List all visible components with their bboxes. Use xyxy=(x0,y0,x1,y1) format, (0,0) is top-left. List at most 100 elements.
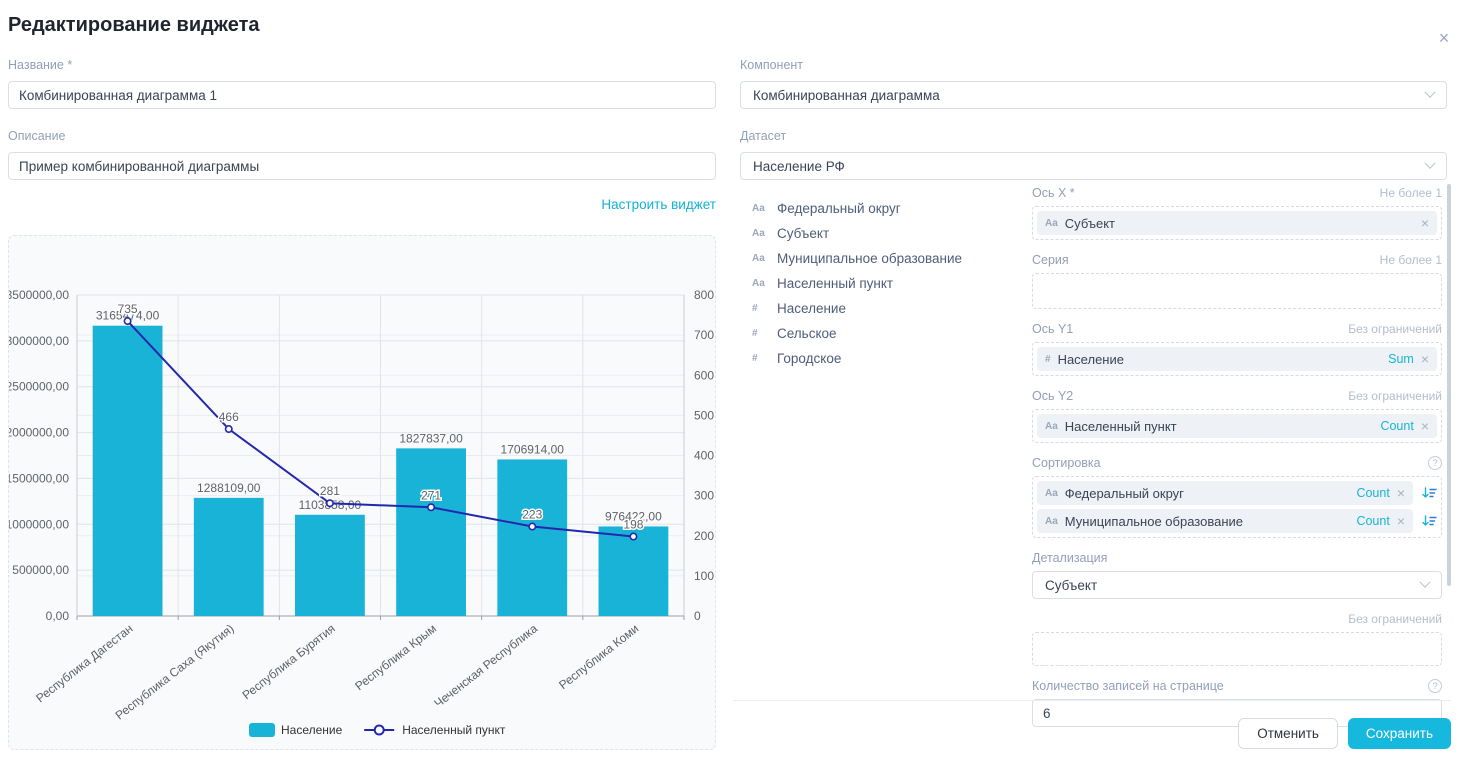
limit-hint: Без ограничений xyxy=(1348,612,1442,626)
remove-chip-icon[interactable]: × xyxy=(1420,215,1429,231)
chevron-down-icon xyxy=(1424,86,1436,98)
svg-text:Республика Саха (Якутия): Республика Саха (Якутия) xyxy=(113,621,237,722)
dataset-select[interactable]: Население РФ xyxy=(740,152,1447,180)
svg-text:1827837,00: 1827837,00 xyxy=(399,431,463,445)
settings-column: Компонент Комбинированная диаграмма Дата… xyxy=(733,58,1451,749)
svg-text:1288109,00: 1288109,00 xyxy=(197,481,261,495)
chip-label: Муниципальное образование xyxy=(1064,513,1243,529)
series-dropzone[interactable] xyxy=(1032,273,1442,309)
save-button[interactable]: Сохранить xyxy=(1347,718,1451,749)
bar xyxy=(92,325,163,616)
help-icon[interactable]: ? xyxy=(1428,456,1442,470)
detail-label: Детализация xyxy=(1032,551,1108,565)
svg-text:223: 223 xyxy=(522,508,542,522)
field-name: Муниципальное образование xyxy=(777,251,963,266)
line-point xyxy=(224,425,233,434)
component-label: Компонент xyxy=(740,58,804,72)
x-axis-dropzone[interactable]: Aa Субъект × xyxy=(1032,206,1442,240)
axes-config-panel: Ось X * Не более 1 Aa Субъект × Серия Не… xyxy=(1032,186,1442,727)
dataset-field-item[interactable]: # Сельское xyxy=(752,321,1032,346)
series-label: Серия xyxy=(1032,253,1069,267)
dataset-field-item[interactable]: # Население xyxy=(752,296,1032,321)
chip-label: Население xyxy=(1057,351,1124,367)
limit-label-row: Без ограничений xyxy=(1032,612,1442,626)
y1-dropzone[interactable]: # Население Sum × xyxy=(1032,342,1442,376)
dataset-group: Датасет Население РФ xyxy=(740,129,1451,180)
aggregation-selector[interactable]: Count xyxy=(1380,419,1414,433)
y1-axis-label: Ось Y1 xyxy=(1032,322,1074,336)
chip-label: Федеральный округ xyxy=(1064,485,1184,501)
svg-text:0: 0 xyxy=(694,609,701,623)
svg-text:0,00: 0,00 xyxy=(46,609,70,623)
chart-legend xyxy=(249,723,395,737)
y2-dropzone[interactable]: Aa Населенный пункт Count × xyxy=(1032,409,1442,443)
configure-widget-row: Настроить виджет xyxy=(8,196,716,214)
cancel-button[interactable]: Отменить xyxy=(1238,718,1338,749)
y2-axis-label: Ось Y2 xyxy=(1032,389,1074,403)
description-label: Описание xyxy=(8,129,66,143)
dataset-field-item[interactable]: Aa Населенный пункт xyxy=(752,271,1032,296)
field-type-icon: # xyxy=(752,328,758,339)
component-select[interactable]: Комбинированная диаграмма xyxy=(740,81,1447,109)
svg-text:1000000,00: 1000000,00 xyxy=(9,517,69,531)
remove-chip-icon[interactable]: × xyxy=(1420,418,1429,434)
chevron-down-icon xyxy=(1419,576,1431,588)
svg-text:Республика Бурятия: Республика Бурятия xyxy=(240,621,338,702)
sort-order-icon[interactable] xyxy=(1421,513,1437,529)
remove-chip-icon[interactable]: × xyxy=(1396,485,1405,501)
detail-select[interactable]: Субъект xyxy=(1032,571,1442,599)
svg-text:2500000,00: 2500000,00 xyxy=(9,380,69,394)
field-name: Федеральный округ xyxy=(777,201,901,216)
field-type-icon: Aa xyxy=(1045,217,1058,229)
svg-text:100: 100 xyxy=(694,569,714,583)
aggregation-selector[interactable]: Sum xyxy=(1388,352,1414,366)
bar xyxy=(396,448,466,616)
svg-text:2000000,00: 2000000,00 xyxy=(9,426,69,440)
sorting-dropzone[interactable]: Aa Федеральный округ Count × Aa Муниципа… xyxy=(1032,476,1442,538)
svg-text:700: 700 xyxy=(694,328,714,342)
remove-chip-icon[interactable]: × xyxy=(1396,513,1405,529)
limit-dropzone[interactable] xyxy=(1032,632,1442,666)
page-size-label: Количество записей на странице xyxy=(1032,679,1224,693)
dataset-field-item[interactable]: # Городское xyxy=(752,346,1032,371)
name-group: Название * xyxy=(8,58,716,109)
dataset-field-item[interactable]: Aa Федеральный округ xyxy=(752,196,1032,221)
field-type-icon: # xyxy=(1045,353,1051,365)
aggregation-selector[interactable]: Count xyxy=(1356,486,1390,500)
help-icon[interactable]: ? xyxy=(1428,679,1442,693)
field-chip[interactable]: # Население Sum × xyxy=(1037,347,1437,371)
remove-chip-icon[interactable]: × xyxy=(1420,351,1429,367)
dataset-field-item[interactable]: Aa Муниципальное образование xyxy=(752,246,1032,271)
bar xyxy=(497,459,568,616)
field-type-icon: Aa xyxy=(752,203,765,214)
series-limit-hint: Не более 1 xyxy=(1379,253,1442,267)
field-chip[interactable]: Aa Федеральный округ Count × xyxy=(1037,481,1413,505)
field-type-icon: Aa xyxy=(752,253,765,264)
dataset-value: Население РФ xyxy=(753,158,845,174)
detail-value: Субъект xyxy=(1045,577,1098,593)
svg-text:735: 735 xyxy=(118,302,138,316)
combo-chart: 0,00 500000,00 1000000,00 1500000,00 2000000… xyxy=(9,236,715,749)
description-input[interactable] xyxy=(8,152,716,180)
aggregation-selector[interactable]: Count xyxy=(1356,514,1390,528)
svg-text:271: 271 xyxy=(421,488,441,502)
sorting-label-row: Сортировка ? xyxy=(1032,456,1442,470)
dataset-field-item[interactable]: Aa Субъект xyxy=(752,221,1032,246)
name-input[interactable] xyxy=(8,81,716,109)
y1-limit-hint: Без ограничений xyxy=(1348,322,1442,336)
sort-order-icon[interactable] xyxy=(1421,485,1437,501)
field-chip[interactable]: Aa Населенный пункт Count × xyxy=(1037,414,1437,438)
detail-label-row: Детализация xyxy=(1032,551,1442,565)
field-chip[interactable]: Aa Субъект × xyxy=(1037,211,1437,235)
field-chip[interactable]: Aa Муниципальное образование Count × xyxy=(1037,509,1413,533)
svg-text:1706914,00: 1706914,00 xyxy=(501,442,565,456)
page-title: Редактирование виджета xyxy=(8,14,260,36)
close-icon[interactable]: × xyxy=(1432,26,1456,50)
x-axis-limit-hint: Не более 1 xyxy=(1379,186,1442,200)
configure-widget-link[interactable]: Настроить виджет xyxy=(601,197,716,212)
config-scrollbar[interactable] xyxy=(1447,184,1451,586)
field-name: Сельское xyxy=(777,326,837,341)
bar xyxy=(193,497,264,616)
dataset-label: Датасет xyxy=(740,129,787,143)
